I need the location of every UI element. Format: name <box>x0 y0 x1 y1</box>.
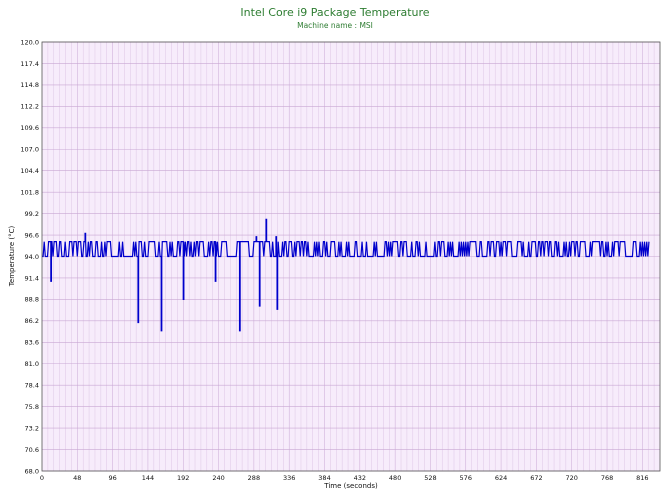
x-tick-label: 624 <box>495 474 507 482</box>
y-tick-label: 81.0 <box>25 360 39 368</box>
y-tick-label: 117.4 <box>20 60 39 68</box>
x-tick-label: 480 <box>389 474 401 482</box>
y-tick-label: 107.0 <box>20 146 39 154</box>
y-tick-label: 104.4 <box>20 167 39 175</box>
x-tick-label: 816 <box>636 474 648 482</box>
x-tick-label: 96 <box>108 474 116 482</box>
x-tick-label: 0 <box>40 474 44 482</box>
y-tick-label: 70.6 <box>25 446 39 454</box>
x-tick-label: 240 <box>212 474 224 482</box>
x-tick-label: 192 <box>177 474 189 482</box>
y-tick-label: 68.0 <box>25 467 39 475</box>
y-tick-label: 120.0 <box>20 38 39 46</box>
y-tick-label: 114.8 <box>20 81 39 89</box>
y-tick-label: 86.2 <box>25 317 39 325</box>
x-axis-ticks: 0 48 96 144 192 240 288 336 384 432 480 528 576 624 67… <box>40 474 649 482</box>
x-tick-label: 672 <box>530 474 542 482</box>
x-tick-label: 144 <box>142 474 154 482</box>
y-tick-label: 83.6 <box>25 339 39 347</box>
y-axis-ticks: 68.0 70.6 73.2 75.8 78.4 81.0 83.6 86.2 88.8 91.4… <box>20 38 39 475</box>
x-tick-label: 768 <box>601 474 613 482</box>
y-tick-label: 96.6 <box>25 231 39 239</box>
y-tick-label: 73.2 <box>25 424 39 432</box>
y-tick-label: 112.2 <box>20 103 39 111</box>
x-axis-label: Time (seconds) <box>323 482 378 490</box>
y-tick-label: 101.8 <box>20 188 39 196</box>
chart-subtitle: Machine name : MSI <box>297 21 373 30</box>
x-tick-label: 288 <box>248 474 260 482</box>
x-tick-label: 432 <box>354 474 366 482</box>
x-tick-label: 576 <box>460 474 472 482</box>
x-tick-label: 48 <box>73 474 81 482</box>
chart-title: Intel Core i9 Package Temperature <box>240 6 430 19</box>
temperature-series-line <box>42 218 650 332</box>
y-axis-label: Temperature (°C) <box>8 226 16 288</box>
x-tick-label: 528 <box>424 474 436 482</box>
x-tick-label: 384 <box>318 474 330 482</box>
y-tick-label: 88.8 <box>25 296 39 304</box>
y-tick-label: 99.2 <box>25 210 39 218</box>
x-tick-label: 336 <box>283 474 295 482</box>
y-tick-label: 75.8 <box>25 403 39 411</box>
y-tick-label: 91.4 <box>25 274 39 282</box>
y-tick-label: 109.6 <box>20 124 39 132</box>
y-tick-label: 78.4 <box>25 382 39 390</box>
y-tick-label: 94.0 <box>25 253 39 261</box>
plot-border <box>41 41 661 472</box>
x-tick-label: 720 <box>566 474 578 482</box>
